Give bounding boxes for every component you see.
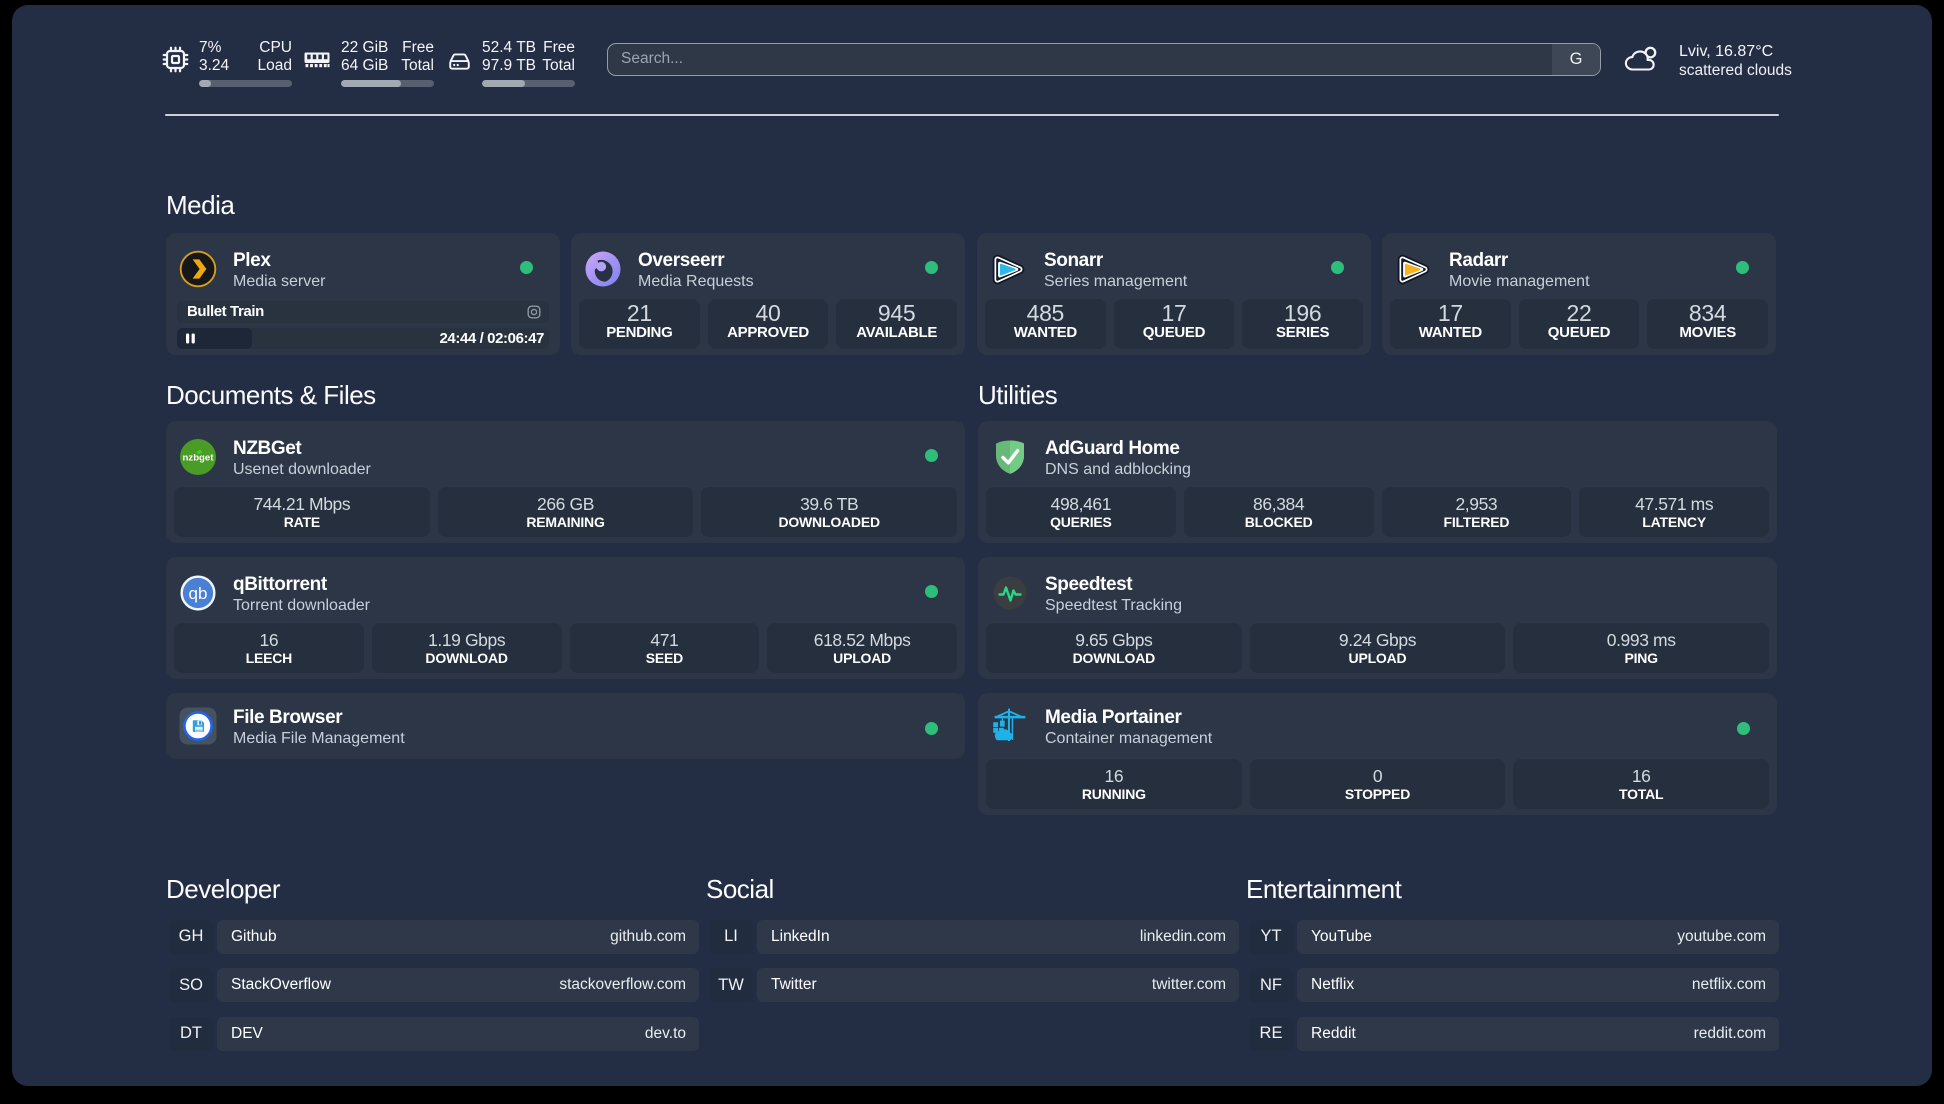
svg-text:nzbget: nzbget (183, 453, 215, 464)
svg-text:qb: qb (189, 584, 208, 603)
